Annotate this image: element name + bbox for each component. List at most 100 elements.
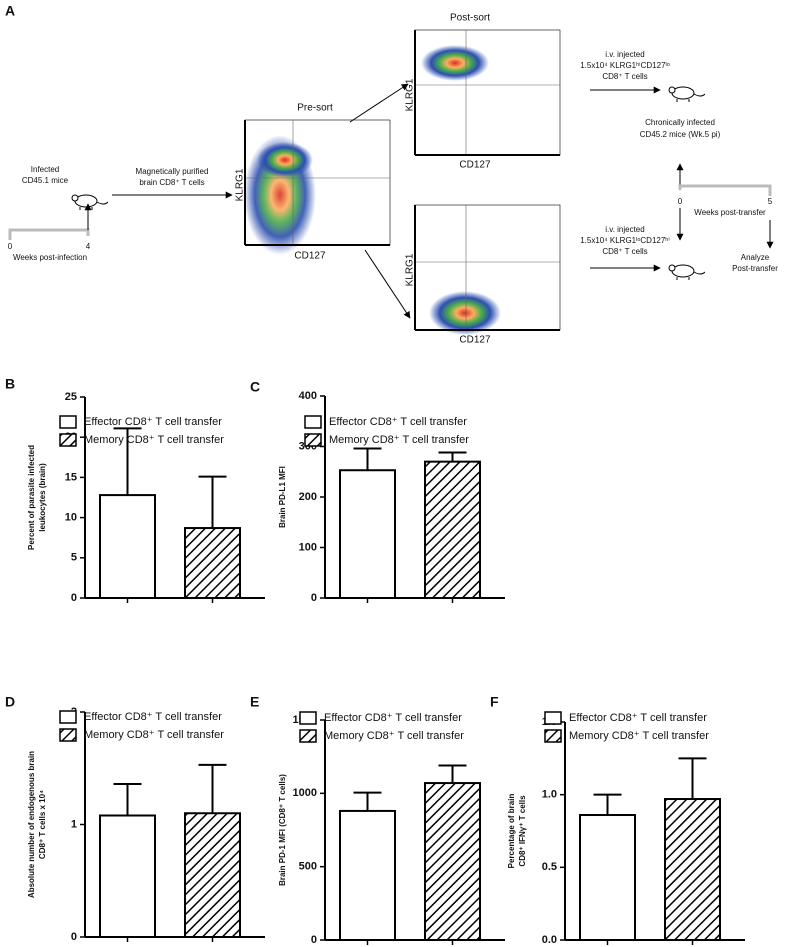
y-axis-label: Brain PD-L1 MFI [278, 466, 287, 528]
y-tick-label: 1.0 [542, 789, 557, 801]
panel-a: A Infected CD45.1 mice 0 4 Weeks post-in… [5, 3, 778, 346]
y-tick-label: 0.5 [542, 861, 557, 873]
panel-label: B [5, 376, 15, 392]
bar [664, 798, 721, 941]
legend-label: Memory CD8⁺ T cell transfer [329, 434, 469, 446]
label: Post-transfer [732, 264, 778, 273]
label: 5 [768, 197, 773, 206]
y-axis-label: CD8⁺ T cells x 10⁴ [38, 790, 47, 859]
panel-label: F [490, 694, 499, 710]
label: CD8⁺ T cells [602, 72, 647, 81]
bar [184, 527, 241, 599]
y-axis-label: leukocytes (brain) [38, 463, 47, 532]
cell-density [429, 291, 501, 335]
y-tick-label: 5 [71, 552, 77, 564]
plot-title: Post-sort [450, 13, 490, 24]
bar [424, 460, 481, 599]
y-tick-label: 25 [65, 391, 77, 403]
bar [339, 469, 396, 599]
arrow [364, 249, 411, 319]
legend-swatch [304, 433, 322, 447]
y-tick-label: 100 [299, 541, 317, 553]
legend-label: Memory CD8⁺ T cell transfer [84, 729, 224, 741]
legend-swatch [544, 729, 562, 743]
label: i.v. injected [605, 225, 644, 234]
mouse-icon [668, 264, 705, 280]
timeline [678, 184, 772, 196]
legend-swatch [299, 711, 317, 725]
legend-label: Effector CD8⁺ T cell transfer [324, 712, 462, 724]
plot-title: Pre-sort [297, 103, 333, 114]
mouse-icon [668, 86, 705, 102]
legend-label: Effector CD8⁺ T cell transfer [84, 416, 222, 428]
label: 0 [8, 242, 13, 251]
legend-swatch [299, 729, 317, 743]
panel-label: C [250, 379, 260, 395]
label: Chronically infected [645, 118, 715, 127]
y-tick-label: 1 [71, 818, 77, 830]
y-axis-label: Absolute number of endogenous brain [27, 751, 36, 898]
panel-label: D [5, 694, 15, 710]
bar [579, 814, 636, 941]
axis-label: KLRG1 [405, 78, 416, 111]
y-tick-label: 0 [311, 934, 317, 946]
y-tick-label: 0 [311, 592, 317, 604]
label: 0 [678, 197, 683, 206]
y-axis-label: CD8⁺ IFNγ⁺ T cells [518, 795, 527, 867]
y-tick-label: 10 [65, 512, 77, 524]
label: Weeks post-transfer [694, 208, 766, 217]
panel-label: A [5, 3, 15, 19]
cell-density [257, 142, 313, 178]
label: 1.5x10⁴ KLRG1ʰⁱCD127ˡᵒ [580, 61, 670, 70]
y-tick-label: 0 [71, 931, 77, 943]
y-tick-label: 0 [71, 592, 77, 604]
label: i.v. injected [605, 50, 644, 59]
label: 4 [86, 242, 91, 251]
bar [99, 814, 156, 938]
y-tick-label: 15 [65, 471, 77, 483]
panel-label: E [250, 694, 259, 710]
y-tick-label: 200 [299, 491, 317, 503]
label: brain CD8⁺ T cells [139, 178, 204, 187]
axis-label: CD127 [459, 335, 491, 346]
label: 1.5x10⁴ KLRG1ˡᵒCD127ʰⁱ [580, 236, 670, 245]
axis-label: CD127 [459, 160, 491, 171]
y-tick-label: 0.0 [542, 934, 557, 946]
y-axis-label: Percentage of brain [507, 794, 516, 869]
y-tick-label: 1000 [293, 787, 317, 799]
y-axis-label: Brain PD-1 MFI (CD8⁺ T cells) [278, 774, 287, 886]
legend-label: Memory CD8⁺ T cell transfer [84, 434, 224, 446]
label: Weeks post-infection [13, 253, 87, 262]
legend-swatch [59, 710, 77, 724]
y-tick-label: 400 [299, 390, 317, 402]
bar [339, 809, 396, 942]
arrow [349, 83, 409, 123]
legend-label: Effector CD8⁺ T cell transfer [84, 711, 222, 723]
label: Infected [31, 165, 59, 174]
label: CD45.2 mice (Wk.5 pi) [640, 130, 721, 139]
label: Analyze [741, 253, 770, 262]
legend-label: Memory CD8⁺ T cell transfer [324, 730, 464, 742]
legend-label: Memory CD8⁺ T cell transfer [569, 730, 709, 742]
legend-swatch [59, 415, 77, 429]
legend-swatch [59, 433, 77, 447]
axis-label: CD127 [294, 251, 326, 262]
bar [99, 494, 156, 600]
bar [184, 812, 241, 938]
mouse-icon [71, 194, 108, 210]
label: Magnetically purified [136, 167, 209, 176]
axis-label: KLRG1 [235, 168, 246, 201]
bar [424, 782, 481, 941]
y-axis-label: Percent of parasite infected [27, 445, 36, 550]
legend-label: Effector CD8⁺ T cell transfer [329, 416, 467, 428]
label: CD8⁺ T cells [602, 247, 647, 256]
timeline [8, 228, 90, 240]
axis-label: KLRG1 [405, 253, 416, 286]
cell-density [421, 45, 489, 81]
legend-swatch [304, 415, 322, 429]
y-tick-label: 500 [299, 861, 317, 873]
legend-swatch [59, 728, 77, 742]
label: CD45.1 mice [22, 176, 69, 185]
legend-label: Effector CD8⁺ T cell transfer [569, 712, 707, 724]
